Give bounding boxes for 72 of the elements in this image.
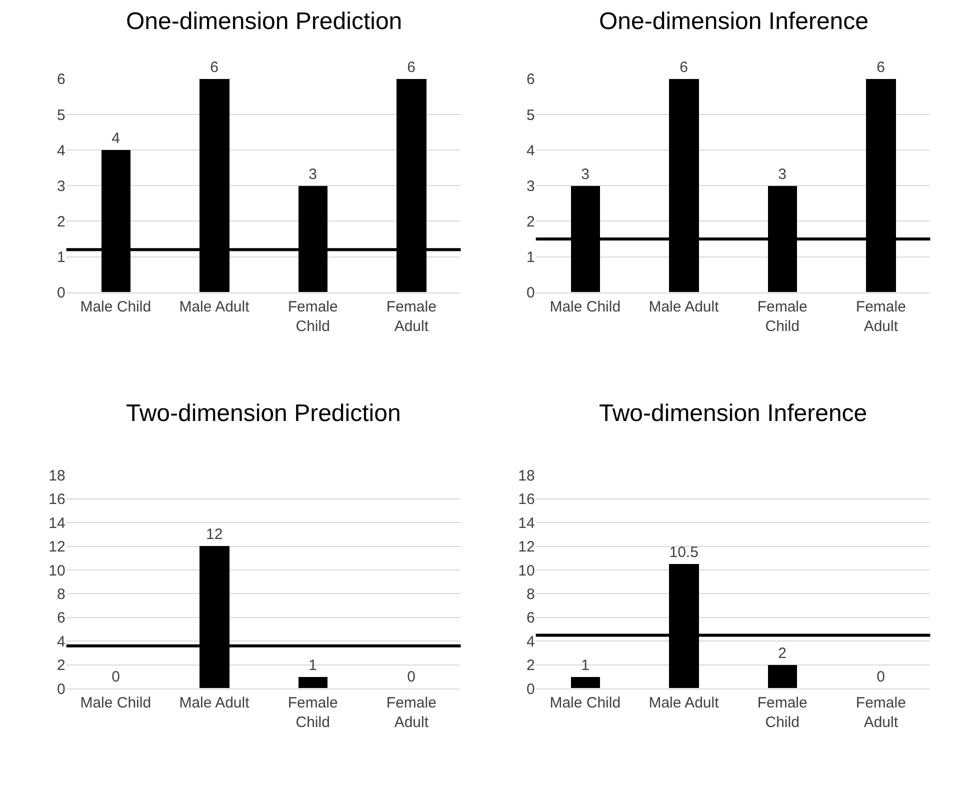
y-tick-label: 18 <box>518 467 535 484</box>
y-tick-label: 10 <box>48 562 66 580</box>
y-tick-label: 4 <box>56 142 66 160</box>
y-tick-label: 3 <box>56 178 66 195</box>
y-tick-label: 1 <box>526 249 535 266</box>
y-tick-label: 5 <box>56 106 66 124</box>
x-tick-label: Male Child <box>550 694 621 712</box>
x-tick-label: Female Adult <box>856 298 906 335</box>
x-tick-label: Male Child <box>550 298 621 316</box>
y-tick-label: 14 <box>518 514 535 532</box>
data-label: 0 <box>876 668 886 686</box>
y-tick-label: 18 <box>48 467 66 484</box>
x-tick-label: Male Adult <box>648 298 720 316</box>
y-tick-label: 14 <box>48 514 66 532</box>
y-tick-label: 6 <box>56 610 66 627</box>
x-tick-label: Female Child <box>757 694 808 732</box>
y-tick-label: 5 <box>526 106 535 124</box>
x-tick-label: Female Adult <box>856 694 906 732</box>
x-tick-label: Male Child <box>80 298 152 316</box>
bar <box>768 665 797 688</box>
data-label: 12 <box>206 526 223 544</box>
y-tick-label: 6 <box>526 71 535 88</box>
x-tick-label: Male Child <box>80 694 152 712</box>
data-label: 6 <box>680 58 688 76</box>
data-label: 3 <box>308 166 318 183</box>
x-tick-label: Female Child <box>288 298 338 335</box>
data-label: 2 <box>778 645 787 662</box>
chart-title: Two-dimension Inference <box>599 400 868 427</box>
y-tick-label: 4 <box>56 633 66 650</box>
data-label: 6 <box>876 58 886 76</box>
data-label: 6 <box>407 58 416 76</box>
data-label: 1 <box>308 657 318 674</box>
x-tick-label: Male Adult <box>179 694 250 712</box>
data-label: 0 <box>112 668 120 686</box>
y-tick-label: 2 <box>526 213 535 230</box>
data-label: 3 <box>581 166 590 183</box>
x-tick-label: Male Adult <box>648 694 720 712</box>
y-tick-label: 1 <box>56 249 66 266</box>
y-tick-label: 2 <box>56 657 66 674</box>
y-tick-label: 12 <box>48 538 66 556</box>
data-label: 4 <box>112 130 120 147</box>
y-tick-label: 0 <box>526 680 535 698</box>
y-tick-label: 4 <box>526 633 535 650</box>
y-tick-label: 0 <box>56 680 66 698</box>
x-tick-label: Male Adult <box>179 298 250 316</box>
y-tick-label: 2 <box>526 657 535 674</box>
y-tick-label: 4 <box>526 142 535 160</box>
y-tick-label: 16 <box>48 491 66 508</box>
y-tick-label: 12 <box>518 538 535 556</box>
y-tick-label: 0 <box>526 284 535 302</box>
chart-title: Two-dimension Prediction <box>126 400 401 427</box>
x-tick-label: Female Adult <box>386 298 436 335</box>
bar <box>570 677 600 688</box>
data-label: 1 <box>581 657 590 674</box>
data-label: 10.5 <box>669 544 698 562</box>
y-tick-label: 6 <box>526 610 535 627</box>
y-tick-label: 3 <box>526 178 535 195</box>
y-tick-label: 10 <box>518 562 535 580</box>
data-label: 6 <box>210 58 219 76</box>
chart-title: One-dimension Prediction <box>126 8 402 35</box>
y-tick-label: 16 <box>518 491 535 508</box>
y-tick-label: 2 <box>56 213 66 230</box>
data-label: 0 <box>407 668 416 686</box>
data-label: 3 <box>778 166 787 183</box>
y-tick-label: 0 <box>56 284 66 302</box>
y-tick-label: 8 <box>526 586 535 603</box>
y-tick-label: 8 <box>56 586 66 603</box>
chart-title: One-dimension Inference <box>599 8 868 35</box>
x-tick-label: Female Child <box>288 694 338 732</box>
x-tick-label: Female Child <box>757 298 808 335</box>
x-tick-label: Female Adult <box>386 694 436 732</box>
y-tick-label: 6 <box>56 71 66 88</box>
